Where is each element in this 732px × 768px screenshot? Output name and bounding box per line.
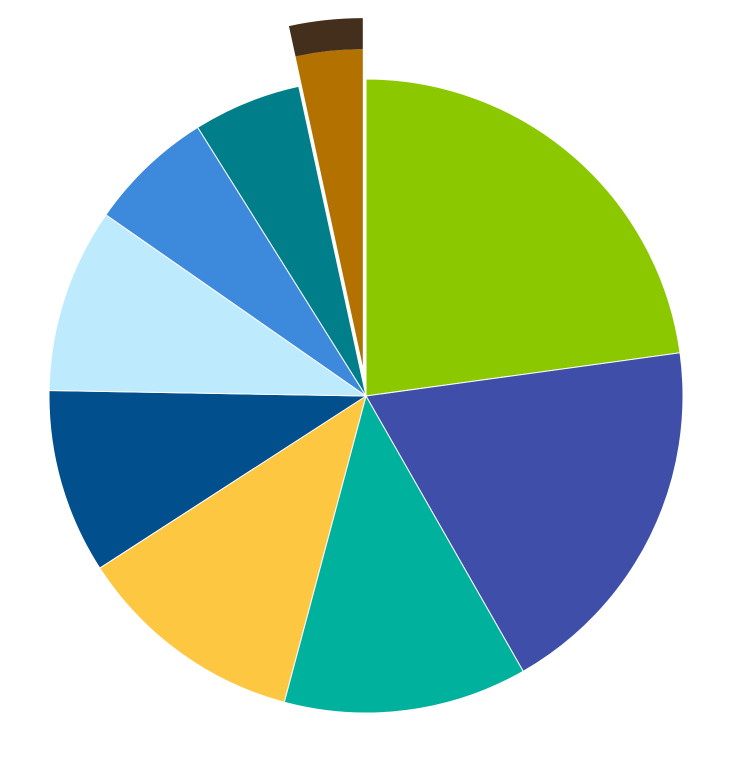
pie-slice-5 bbox=[48, 390, 368, 569]
pie-slice-4 bbox=[99, 394, 367, 703]
pie-slice-9-edge bbox=[288, 18, 363, 57]
pie-slice-9 bbox=[295, 49, 363, 367]
pie-slice-1 bbox=[365, 78, 681, 397]
pie-slice-7 bbox=[105, 126, 367, 397]
pie-slice-2 bbox=[365, 352, 684, 672]
pie-slice-3 bbox=[283, 394, 524, 714]
pie-slice-6 bbox=[48, 214, 368, 397]
pie-slice-8 bbox=[196, 85, 367, 397]
pie-slices bbox=[48, 18, 684, 714]
